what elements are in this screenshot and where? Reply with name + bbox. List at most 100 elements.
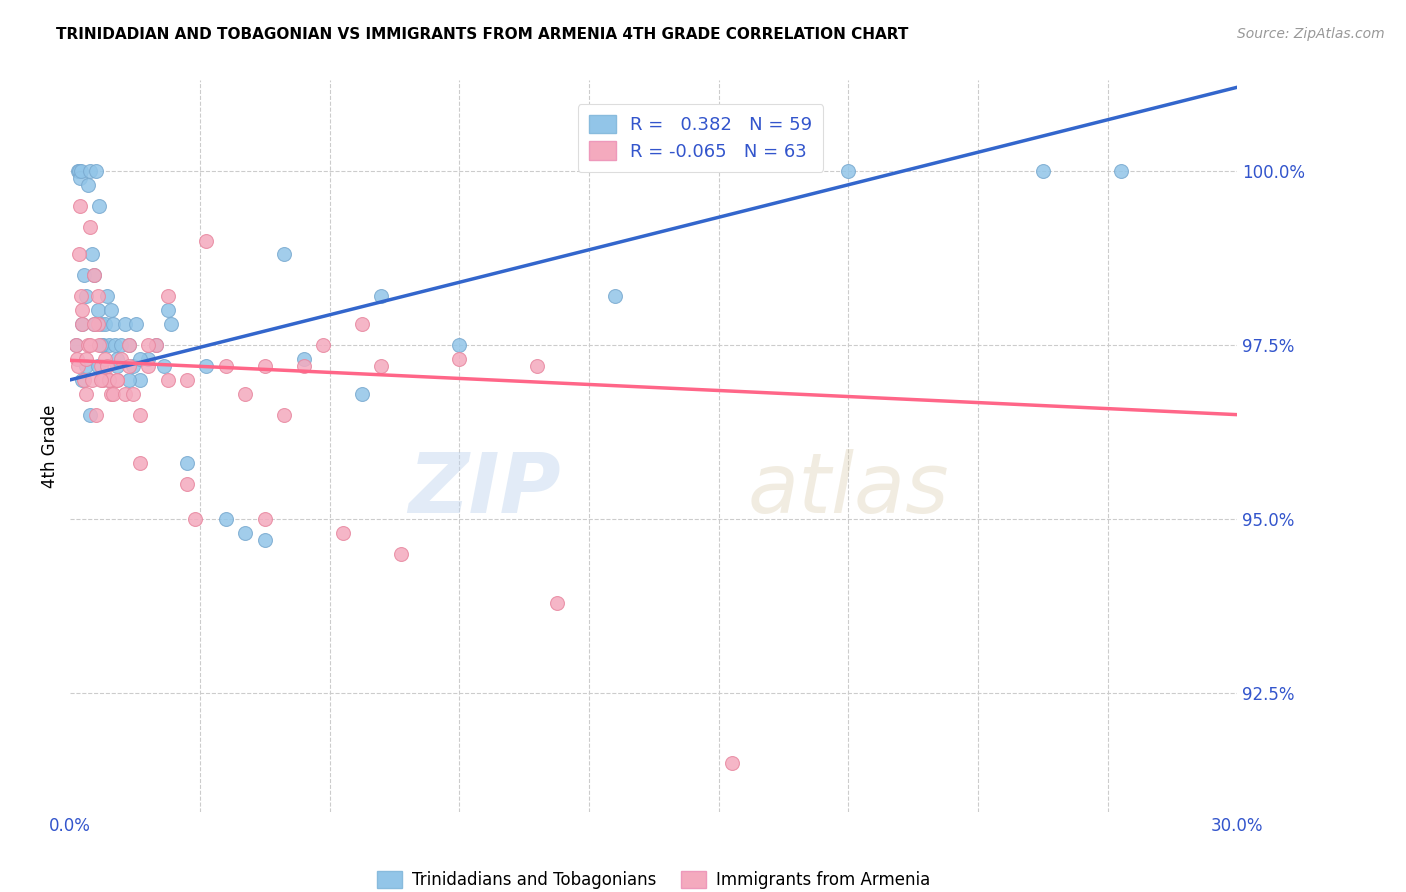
Point [176, 477, 198, 491]
Point [156, 303, 179, 318]
Point [100, 386, 122, 401]
Point [83, 268, 105, 283]
Point [83, 268, 105, 283]
Point [75, 289, 97, 303]
Point [160, 317, 183, 331]
Point [292, 359, 315, 373]
Point [76, 338, 98, 352]
Point [80, 247, 103, 261]
Point [176, 457, 198, 471]
Point [129, 351, 152, 366]
Point [603, 289, 626, 303]
Point [86, 303, 108, 318]
Point [215, 512, 238, 526]
Point [136, 338, 159, 352]
Point [86, 289, 108, 303]
Point [90, 373, 112, 387]
Point [546, 596, 568, 610]
Point [114, 317, 136, 331]
Point [136, 351, 159, 366]
Point [70, 164, 93, 178]
Point [104, 338, 127, 352]
Point [215, 359, 238, 373]
Point [70, 317, 93, 331]
Legend: Trinidadians and Tobagonians, Immigrants from Armenia: Trinidadians and Tobagonians, Immigrants… [370, 864, 938, 892]
Point [352, 317, 374, 331]
Point [1032, 164, 1054, 178]
Text: Source: ZipAtlas.com: Source: ZipAtlas.com [1237, 27, 1385, 41]
Point [67, 164, 90, 178]
Point [526, 359, 548, 373]
Point [449, 338, 471, 352]
Point [70, 317, 93, 331]
Point [67, 359, 90, 373]
Point [79, 219, 101, 234]
Point [89, 199, 111, 213]
Point [79, 164, 101, 178]
Point [93, 338, 115, 352]
Point [145, 338, 167, 352]
Point [105, 373, 128, 387]
Point [76, 178, 98, 192]
Point [253, 359, 276, 373]
Point [233, 526, 256, 541]
Point [156, 373, 179, 387]
Point [101, 317, 124, 331]
Point [89, 338, 111, 352]
Point [96, 289, 118, 303]
Point [105, 359, 128, 373]
Point [1109, 164, 1132, 178]
Point [93, 373, 115, 387]
Point [110, 338, 132, 352]
Point [253, 512, 276, 526]
Point [121, 386, 143, 401]
Point [70, 303, 93, 318]
Point [90, 338, 112, 352]
Point [352, 386, 374, 401]
Point [370, 289, 392, 303]
Point [195, 234, 218, 248]
Point [156, 289, 179, 303]
Point [75, 386, 97, 401]
Point [94, 317, 117, 331]
Point [449, 351, 471, 366]
Point [110, 351, 132, 366]
Point [129, 457, 152, 471]
Point [145, 338, 167, 352]
Point [98, 373, 121, 387]
Point [118, 338, 141, 352]
Point [273, 408, 295, 422]
Point [70, 373, 93, 387]
Point [253, 533, 276, 547]
Point [65, 338, 87, 352]
Point [233, 386, 256, 401]
Point [136, 359, 159, 373]
Point [98, 373, 121, 387]
Point [152, 359, 174, 373]
Point [67, 164, 90, 178]
Point [90, 317, 112, 331]
Point [96, 359, 118, 373]
Point [312, 338, 335, 352]
Point [720, 756, 742, 770]
Point [118, 338, 141, 352]
Point [184, 512, 207, 526]
Point [75, 359, 97, 373]
Point [73, 373, 96, 387]
Point [70, 289, 93, 303]
Point [66, 351, 89, 366]
Point [129, 408, 152, 422]
Point [84, 408, 107, 422]
Point [98, 373, 121, 387]
Point [75, 351, 97, 366]
Point [273, 247, 295, 261]
Point [79, 338, 101, 352]
Point [837, 164, 859, 178]
Point [195, 359, 218, 373]
Point [86, 359, 108, 373]
Point [79, 408, 101, 422]
Point [69, 199, 91, 213]
Text: ZIP: ZIP [408, 450, 561, 531]
Point [83, 317, 105, 331]
Point [105, 351, 128, 366]
